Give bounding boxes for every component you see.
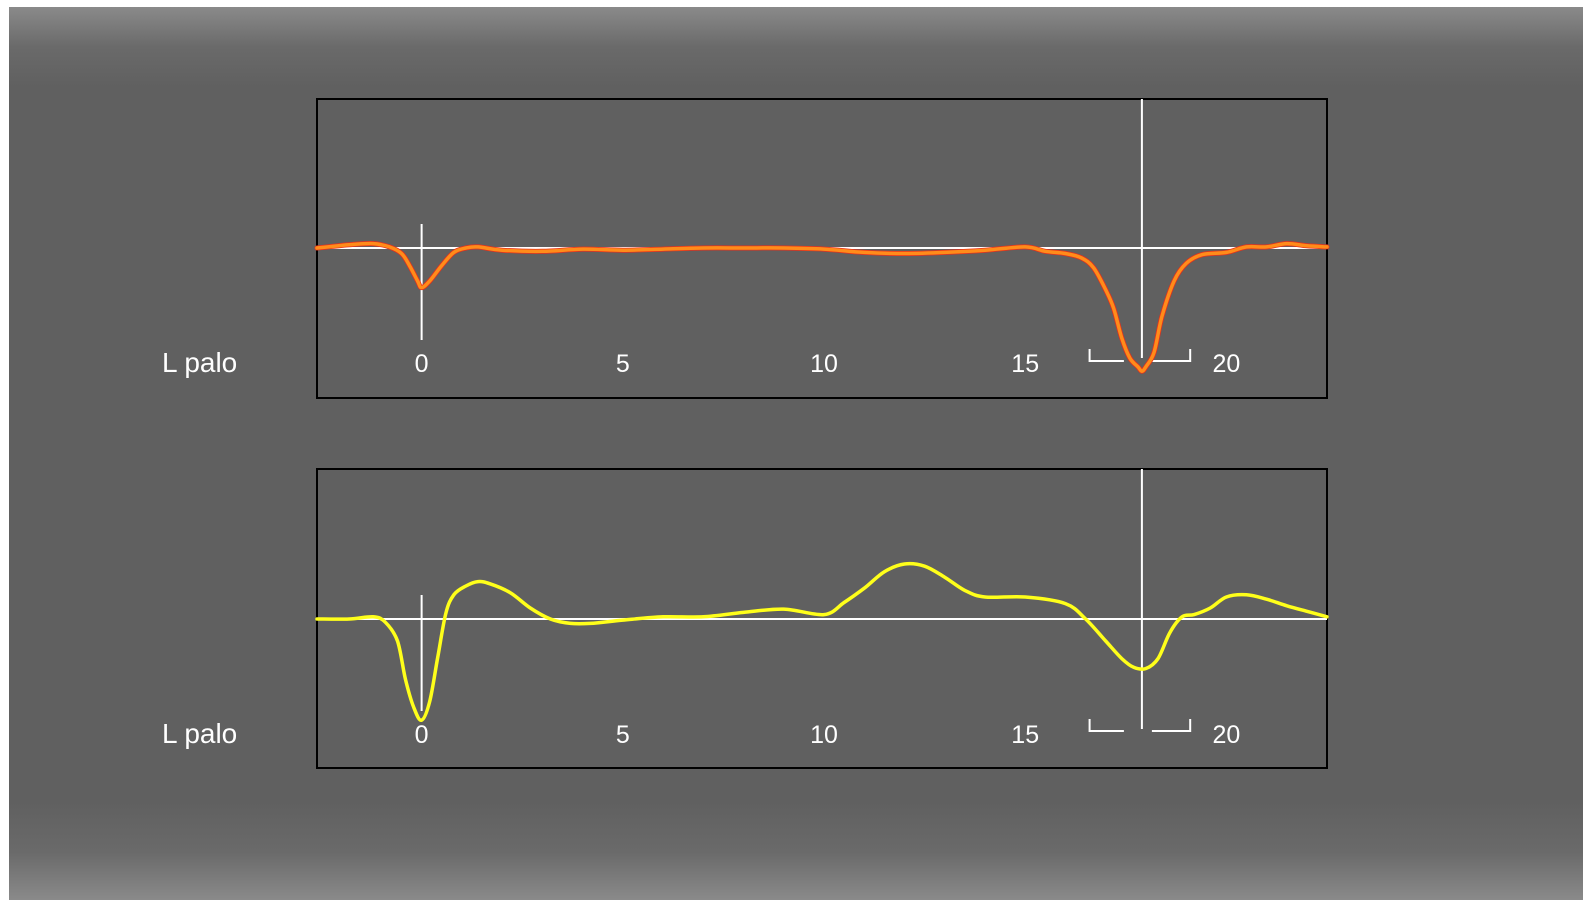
x-tick-label: 10 [810, 350, 838, 378]
x-tick-label: 0 [415, 721, 429, 749]
bracket-left [1088, 719, 1124, 732]
bracket-left [1088, 349, 1124, 362]
x-tick-label: 5 [616, 350, 630, 378]
panel-label: L palo [162, 718, 237, 749]
x-tick-label: 0 [415, 350, 429, 378]
series-line [315, 241, 1329, 373]
x-tick-label: 5 [616, 721, 630, 749]
bottom-chart-panel: 0 5 10 15 20 L palo [162, 468, 1329, 769]
x-tick-label: 15 [1011, 721, 1039, 749]
x-tick-label: 10 [810, 721, 838, 749]
top-chart-panel: 0 5 10 15 20 L palo [162, 98, 1330, 399]
panel-label: L palo [162, 347, 237, 378]
x-tick-label: 15 [1011, 350, 1039, 378]
bracket-right [1151, 719, 1192, 732]
x-tick-label: 20 [1212, 721, 1240, 749]
series-line [315, 561, 1329, 722]
x-tick-label: 20 [1212, 350, 1240, 378]
bracket-right [1151, 349, 1192, 362]
viewer-screen [9, 7, 1583, 900]
